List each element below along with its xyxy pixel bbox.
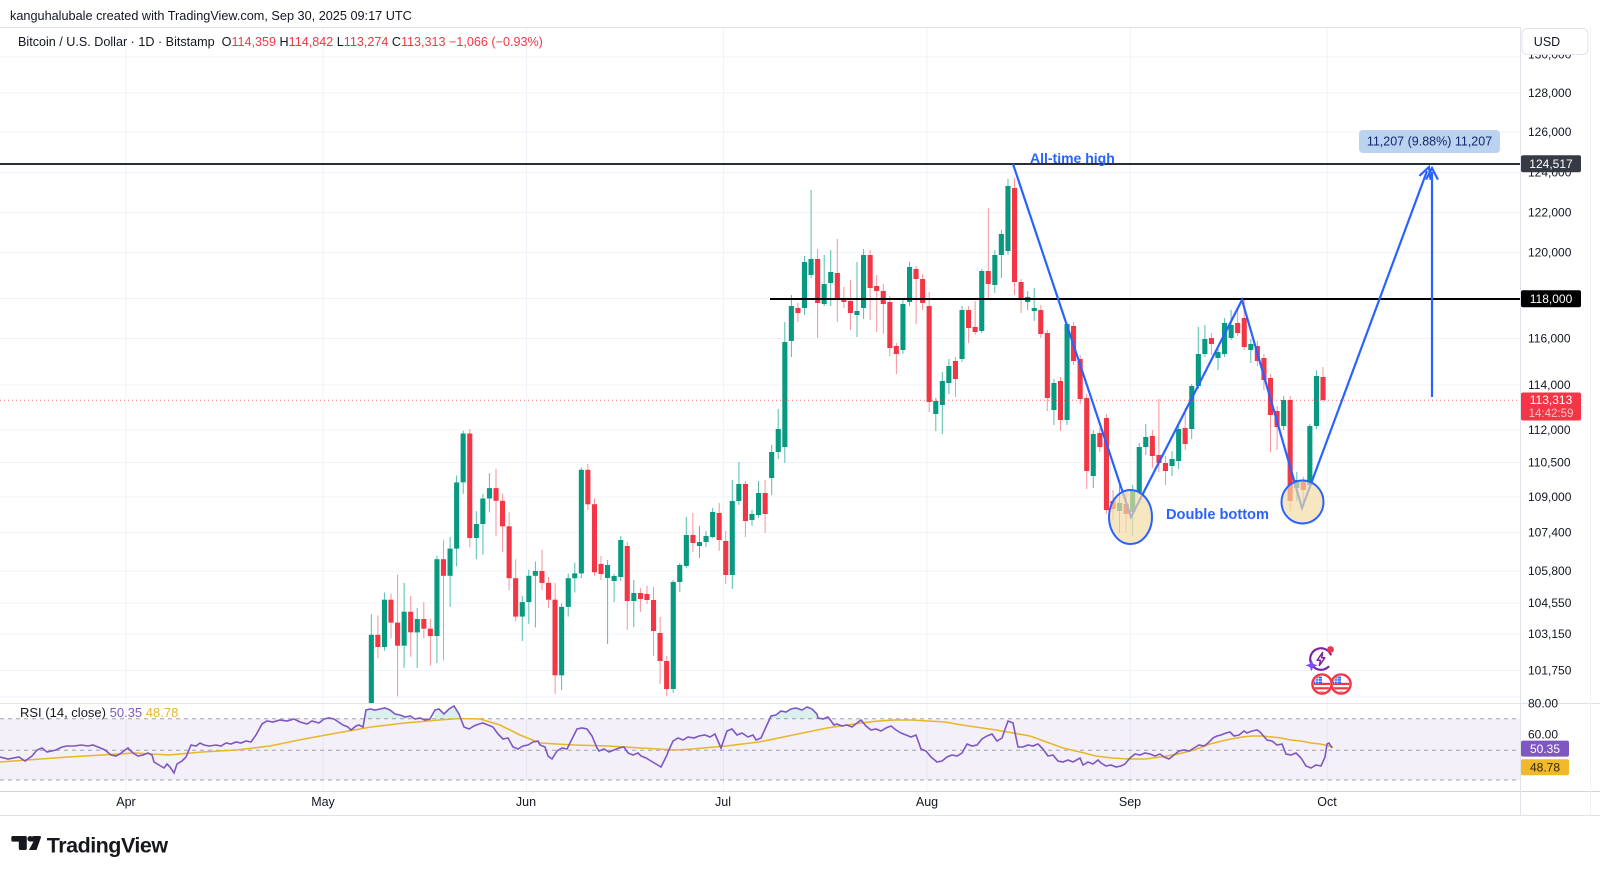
svg-text:kanguhalubale created with Tra: kanguhalubale created with TradingView.c… — [10, 9, 412, 23]
svg-text:60.00: 60.00 — [1528, 728, 1558, 742]
svg-text:122,000: 122,000 — [1528, 206, 1572, 220]
svg-text:124,517: 124,517 — [1529, 157, 1573, 171]
svg-text:May: May — [311, 795, 335, 809]
svg-text:126,000: 126,000 — [1528, 125, 1572, 139]
svg-text:11,207 (9.88%) 11,207: 11,207 (9.88%) 11,207 — [1367, 135, 1492, 149]
svg-text:105,800: 105,800 — [1528, 564, 1572, 578]
svg-text:50.35: 50.35 — [1530, 742, 1560, 756]
svg-text:Double bottom: Double bottom — [1166, 507, 1269, 523]
svg-text:80.00: 80.00 — [1528, 697, 1558, 711]
svg-text:112,000: 112,000 — [1528, 423, 1571, 437]
svg-text:103,150: 103,150 — [1528, 627, 1572, 641]
svg-text:116,000: 116,000 — [1528, 332, 1571, 346]
svg-text:48.78: 48.78 — [1530, 761, 1560, 775]
svg-text:114,000: 114,000 — [1528, 378, 1571, 392]
svg-text:107,400: 107,400 — [1528, 526, 1572, 540]
svg-text:109,000: 109,000 — [1528, 490, 1572, 504]
svg-text:Jun: Jun — [516, 795, 536, 809]
svg-text:Apr: Apr — [116, 795, 135, 809]
svg-text:Jul: Jul — [715, 795, 731, 809]
svg-text:USD: USD — [1534, 35, 1560, 49]
svg-text:Bitcoin / U.S. Dollar · 1D · B: Bitcoin / U.S. Dollar · 1D · Bitstamp O1… — [18, 35, 543, 49]
svg-text:101,750: 101,750 — [1528, 664, 1572, 678]
svg-text:All-time high: All-time high — [1030, 150, 1115, 166]
svg-text:128,000: 128,000 — [1528, 86, 1572, 100]
svg-text:118,000: 118,000 — [1530, 292, 1573, 306]
svg-text:TradingView: TradingView — [47, 834, 169, 858]
svg-text:113,313: 113,313 — [1530, 393, 1573, 407]
svg-text:Aug: Aug — [916, 795, 938, 809]
svg-text:RSI (14, close) 50.35 48.78: RSI (14, close) 50.35 48.78 — [20, 705, 178, 720]
svg-text:Sep: Sep — [1119, 795, 1141, 809]
svg-text:120,000: 120,000 — [1528, 246, 1572, 260]
svg-text:Oct: Oct — [1317, 795, 1337, 809]
svg-text:104,550: 104,550 — [1528, 596, 1572, 610]
svg-text:110,500: 110,500 — [1528, 456, 1571, 470]
svg-text:14:42:59: 14:42:59 — [1529, 408, 1574, 420]
